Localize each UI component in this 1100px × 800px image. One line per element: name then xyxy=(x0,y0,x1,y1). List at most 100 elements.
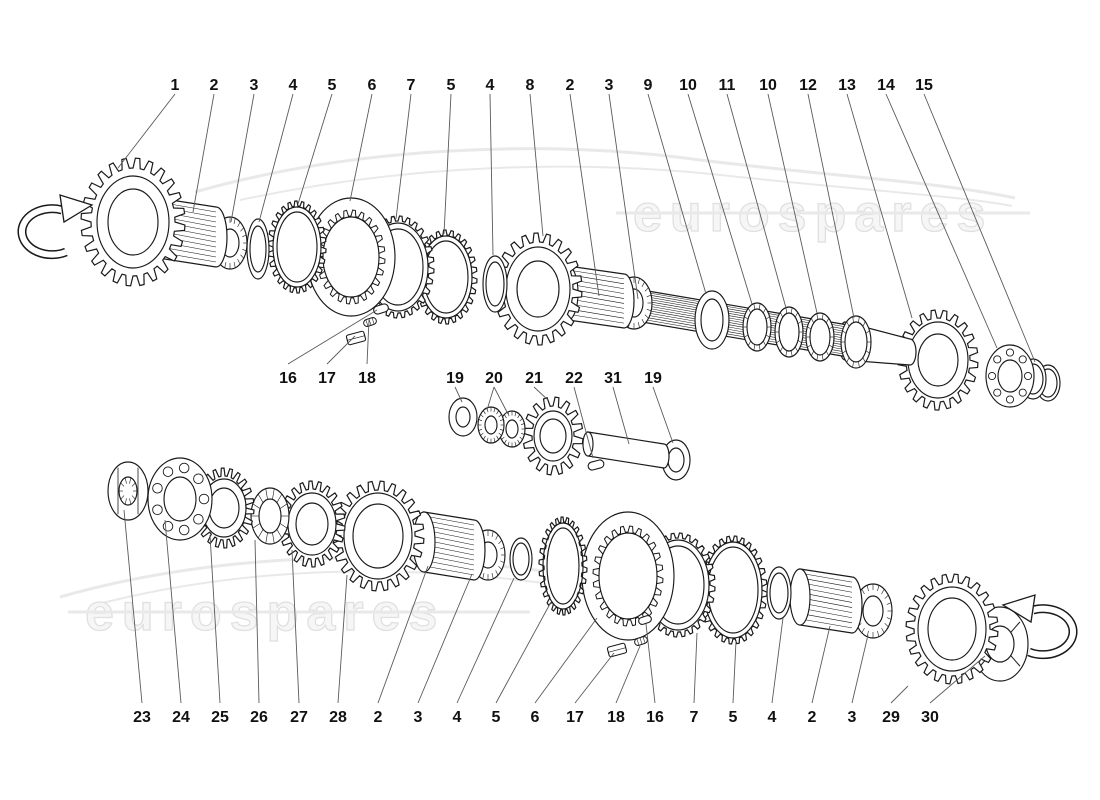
gear-bore xyxy=(295,502,329,546)
leader-line xyxy=(493,386,509,415)
bearing-ball xyxy=(1023,371,1033,381)
callout-label: 2 xyxy=(210,77,219,94)
gear-bore xyxy=(546,527,580,605)
hatch-line xyxy=(519,418,523,422)
hatch-line xyxy=(780,346,784,352)
callout-label: 29 xyxy=(882,709,900,726)
callout-label: 5 xyxy=(729,709,738,726)
hatch-line xyxy=(886,602,892,605)
part-ring-10a xyxy=(742,302,772,352)
hatch-line xyxy=(491,531,494,537)
spline-line xyxy=(433,556,475,566)
hatch-line xyxy=(858,316,860,323)
hatch-line xyxy=(504,414,507,419)
leader-line xyxy=(767,93,818,314)
hatch-line xyxy=(265,488,268,500)
hatch-line xyxy=(514,411,517,417)
leader-line xyxy=(495,601,552,704)
callout-label: 3 xyxy=(605,77,614,94)
leader-line xyxy=(258,93,294,223)
spring-coil xyxy=(371,317,375,325)
leader-line xyxy=(291,549,300,704)
spline-line xyxy=(577,295,625,304)
part-splined-hub-2c xyxy=(789,568,863,634)
spline-face xyxy=(789,568,811,626)
hatch-line xyxy=(495,534,499,540)
callout-label: 23 xyxy=(133,709,151,726)
callout-label: 8 xyxy=(526,77,535,94)
bearing-ball xyxy=(162,466,174,477)
callout-label: 15 xyxy=(915,77,933,94)
callout-label: 12 xyxy=(799,77,817,94)
hatch-line xyxy=(785,307,788,314)
callout-label: 16 xyxy=(646,709,664,726)
hatch-line xyxy=(821,313,824,320)
part-gear-27 xyxy=(278,480,346,568)
bearing-ball xyxy=(152,504,163,516)
leader-line xyxy=(846,93,913,319)
leader-line xyxy=(230,93,255,223)
gear-face xyxy=(542,522,584,610)
callout-label: 16 xyxy=(279,370,297,387)
callout-label: 5 xyxy=(328,77,337,94)
hatch-line xyxy=(499,419,504,422)
callout-label: 24 xyxy=(172,709,190,726)
callout-label: 19 xyxy=(446,370,464,387)
spring-coil xyxy=(639,637,643,645)
hatch-line xyxy=(825,350,829,356)
hatch-line xyxy=(852,361,854,368)
leader-line xyxy=(569,93,600,297)
spline-line xyxy=(573,314,625,324)
rotation-arrow-left xyxy=(17,194,94,260)
leader-line xyxy=(929,655,986,704)
part-spring-18b xyxy=(634,636,648,646)
hatch-line xyxy=(641,319,645,325)
hatch-line xyxy=(644,287,649,292)
hatch-line xyxy=(637,278,640,285)
hatch-line xyxy=(790,350,793,357)
leader-line xyxy=(652,386,674,444)
bearing-ball xyxy=(193,473,204,485)
spline-body xyxy=(567,265,635,329)
callout-label: 3 xyxy=(414,709,423,726)
hatch-line xyxy=(233,261,236,268)
hatch-line xyxy=(498,540,502,545)
callout-label: 5 xyxy=(447,77,456,94)
bearing-ball xyxy=(178,462,190,474)
hatch-line xyxy=(846,357,850,363)
ring-inner xyxy=(485,261,505,307)
hatch-line xyxy=(507,441,510,447)
ring-inner xyxy=(455,406,471,428)
hatch-line xyxy=(501,436,505,440)
leader-line xyxy=(456,577,515,704)
callout-label: 19 xyxy=(644,370,662,387)
car-silhouette-swoosh xyxy=(239,165,1013,207)
hatch-line xyxy=(886,617,892,620)
shaft-body xyxy=(587,431,670,469)
callout-label: 21 xyxy=(525,370,543,387)
cap-spoke xyxy=(1010,655,1021,667)
spring-coil xyxy=(636,638,640,646)
hatch-line xyxy=(828,326,833,330)
callout-label: 2 xyxy=(808,709,817,726)
hatch-line xyxy=(496,410,499,415)
spline-line xyxy=(808,609,853,618)
hatch-line xyxy=(493,437,496,443)
leader-line xyxy=(615,645,641,704)
hatch-line xyxy=(881,589,885,595)
part-synchro-ring-5b xyxy=(414,229,478,325)
hatch-line xyxy=(797,320,802,324)
part-pin-16b xyxy=(638,615,652,625)
leader-line xyxy=(732,640,737,704)
callout-label: 9 xyxy=(644,77,653,94)
pawl-line xyxy=(608,647,626,653)
part-ring-11 xyxy=(774,306,804,358)
leader-line xyxy=(209,534,221,704)
ring-inner xyxy=(809,318,831,356)
hub-bore xyxy=(598,532,658,620)
spline-line xyxy=(577,300,625,309)
hatch-line xyxy=(265,532,268,544)
part-gear-8 xyxy=(493,232,583,346)
leader-line xyxy=(647,93,707,295)
gear-bore xyxy=(208,487,240,529)
